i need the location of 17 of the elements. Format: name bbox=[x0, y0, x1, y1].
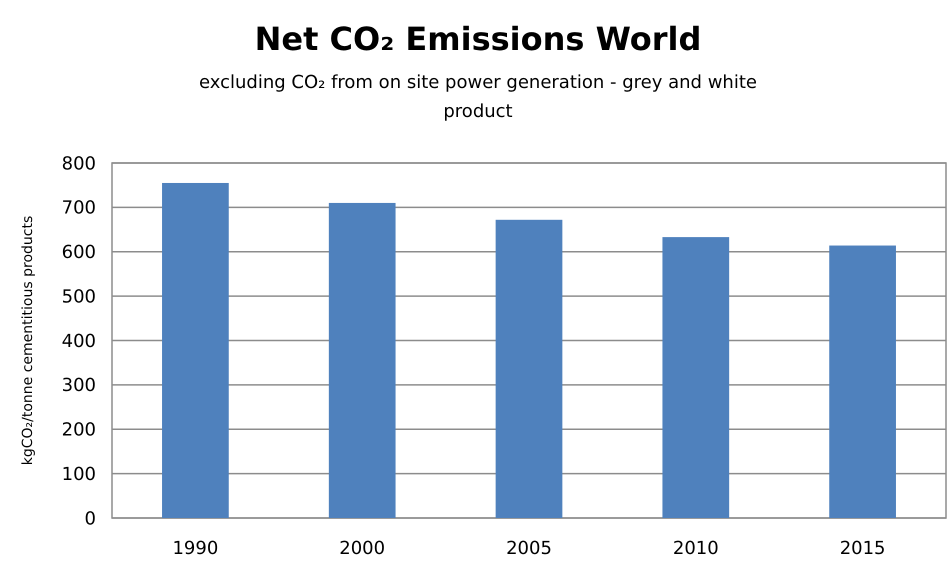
y-tick-label: 500 bbox=[62, 286, 96, 308]
y-tick-label: 700 bbox=[62, 198, 96, 219]
x-tick-label: 2000 bbox=[339, 538, 386, 559]
x-tick-label: 1990 bbox=[172, 538, 218, 559]
y-tick-label: 0 bbox=[84, 508, 96, 530]
x-tick-label: 2005 bbox=[506, 538, 552, 559]
y-tick-label: 600 bbox=[62, 242, 96, 264]
y-tick-label: 400 bbox=[62, 330, 96, 352]
y-axis-title: kgCO₂/tonne cementitious products bbox=[20, 216, 36, 466]
x-tick-label: 2010 bbox=[672, 538, 719, 559]
y-tick-label: 300 bbox=[62, 375, 96, 396]
chart-title: Net CO₂ Emissions World bbox=[254, 20, 702, 58]
y-tick-label: 800 bbox=[62, 153, 96, 174]
y-tick-label: 100 bbox=[62, 464, 96, 485]
chart-subtitle: excluding CO₂ from on site power generation - grey and white product bbox=[199, 72, 757, 122]
x-tick-label: 2015 bbox=[840, 538, 886, 559]
y-tick-label: 200 bbox=[62, 420, 96, 441]
